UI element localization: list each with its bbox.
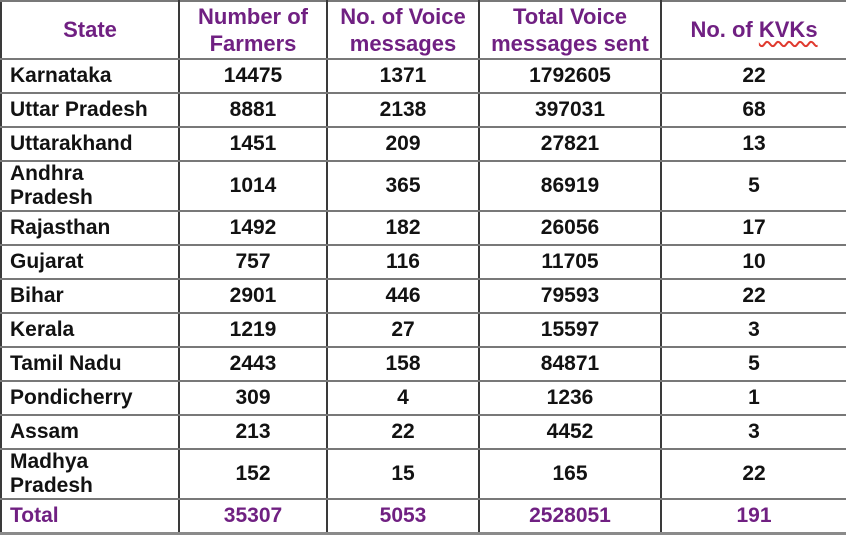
- cell-voice-messages: 209: [326, 126, 480, 162]
- cell-voice-messages: 446: [326, 278, 480, 314]
- cell-state: Gujarat: [0, 244, 180, 280]
- table-row-total: Total 35307 5053 2528051 191: [0, 498, 846, 535]
- cell-farmers: 1492: [178, 210, 328, 246]
- cell-total-voice-sent: 84871: [478, 346, 662, 382]
- cell-voice-messages: 2138: [326, 92, 480, 128]
- cell-kvks: 68: [660, 92, 846, 128]
- table-row-uttarakhand: Uttarakhand 1451 209 27821 13: [0, 126, 846, 162]
- cell-farmers: 8881: [178, 92, 328, 128]
- table-row-assam: Assam 213 22 4452 3: [0, 414, 846, 450]
- cell-voice-messages: 22: [326, 414, 480, 450]
- cell-total-voice-sent: 11705: [478, 244, 662, 280]
- cell-total-kvks: 191: [660, 498, 846, 535]
- cell-total-voice-sent: 397031: [478, 92, 662, 128]
- cell-kvks: 22: [660, 278, 846, 314]
- cell-voice-messages: 4: [326, 380, 480, 416]
- cell-farmers: 213: [178, 414, 328, 450]
- cell-state: Rajasthan: [0, 210, 180, 246]
- cell-kvks: 1: [660, 380, 846, 416]
- cell-farmers: 1451: [178, 126, 328, 162]
- kvk-header-prefix: No. of: [690, 17, 759, 43]
- cell-kvks: 22: [660, 448, 846, 500]
- cell-state: Karnataka: [0, 58, 180, 94]
- table-row-kerala: Kerala 1219 27 15597 3: [0, 312, 846, 348]
- cell-total-farmers: 35307: [178, 498, 328, 535]
- col-header-state: State: [0, 0, 180, 60]
- cell-total-label: Total: [0, 498, 180, 535]
- cell-kvks: 22: [660, 58, 846, 94]
- col-header-kvks: No. of KVKs: [660, 0, 846, 60]
- cell-kvks: 10: [660, 244, 846, 280]
- cell-total-voice-sent: 1792605: [478, 58, 662, 94]
- cell-voice-messages: 27: [326, 312, 480, 348]
- kvk-header-word-spellcheck: KVKs: [758, 17, 818, 43]
- cell-kvks: 5: [660, 346, 846, 382]
- table-row-karnataka: Karnataka 14475 1371 1792605 22: [0, 58, 846, 94]
- cell-state: Uttar Pradesh: [0, 92, 180, 128]
- cell-farmers: 2443: [178, 346, 328, 382]
- cell-total-voice-sent: 26056: [478, 210, 662, 246]
- table-row-rajasthan: Rajasthan 1492 182 26056 17: [0, 210, 846, 246]
- cell-state: Andhra Pradesh: [0, 160, 180, 212]
- col-header-farmers: Number of Farmers: [178, 0, 328, 60]
- cell-total-voice-sent: 2528051: [478, 498, 662, 535]
- cell-farmers: 757: [178, 244, 328, 280]
- cell-state: Madhya Pradesh: [0, 448, 180, 500]
- cell-farmers: 1014: [178, 160, 328, 212]
- cell-total-voice-sent: 79593: [478, 278, 662, 314]
- cell-state: Bihar: [0, 278, 180, 314]
- table-row-pondicherry: Pondicherry 309 4 1236 1: [0, 380, 846, 416]
- col-header-voice-messages: No. of Voice messages: [326, 0, 480, 60]
- cell-state: Assam: [0, 414, 180, 450]
- table-row-tamil-nadu: Tamil Nadu 2443 158 84871 5: [0, 346, 846, 382]
- cell-farmers: 152: [178, 448, 328, 500]
- cell-total-voice-sent: 15597: [478, 312, 662, 348]
- cell-total-voice-sent: 86919: [478, 160, 662, 212]
- cell-total-voice-messages: 5053: [326, 498, 480, 535]
- cell-voice-messages: 1371: [326, 58, 480, 94]
- table-row-bihar: Bihar 2901 446 79593 22: [0, 278, 846, 314]
- cell-voice-messages: 158: [326, 346, 480, 382]
- cell-total-voice-sent: 4452: [478, 414, 662, 450]
- cell-state: Pondicherry: [0, 380, 180, 416]
- header-row: State Number of Farmers No. of Voice mes…: [0, 0, 846, 60]
- cell-kvks: 13: [660, 126, 846, 162]
- cell-kvks: 3: [660, 312, 846, 348]
- cell-kvks: 5: [660, 160, 846, 212]
- cell-state: Uttarakhand: [0, 126, 180, 162]
- table-row-uttar-pradesh: Uttar Pradesh 8881 2138 397031 68: [0, 92, 846, 128]
- cell-voice-messages: 15: [326, 448, 480, 500]
- cell-total-voice-sent: 27821: [478, 126, 662, 162]
- table-row-gujarat: Gujarat 757 116 11705 10: [0, 244, 846, 280]
- cell-kvks: 3: [660, 414, 846, 450]
- table-row-madhya-pradesh: Madhya Pradesh 152 15 165 22: [0, 448, 846, 500]
- cell-total-voice-sent: 165: [478, 448, 662, 500]
- cell-state: Kerala: [0, 312, 180, 348]
- cell-voice-messages: 116: [326, 244, 480, 280]
- cell-voice-messages: 365: [326, 160, 480, 212]
- table-row-andhra-pradesh: Andhra Pradesh 1014 365 86919 5: [0, 160, 846, 212]
- cell-state: Tamil Nadu: [0, 346, 180, 382]
- cell-voice-messages: 182: [326, 210, 480, 246]
- cell-total-voice-sent: 1236: [478, 380, 662, 416]
- cell-farmers: 2901: [178, 278, 328, 314]
- cell-farmers: 309: [178, 380, 328, 416]
- cell-farmers: 14475: [178, 58, 328, 94]
- col-header-total-voice-sent: Total Voice messages sent: [478, 0, 662, 60]
- cell-farmers: 1219: [178, 312, 328, 348]
- cell-kvks: 17: [660, 210, 846, 246]
